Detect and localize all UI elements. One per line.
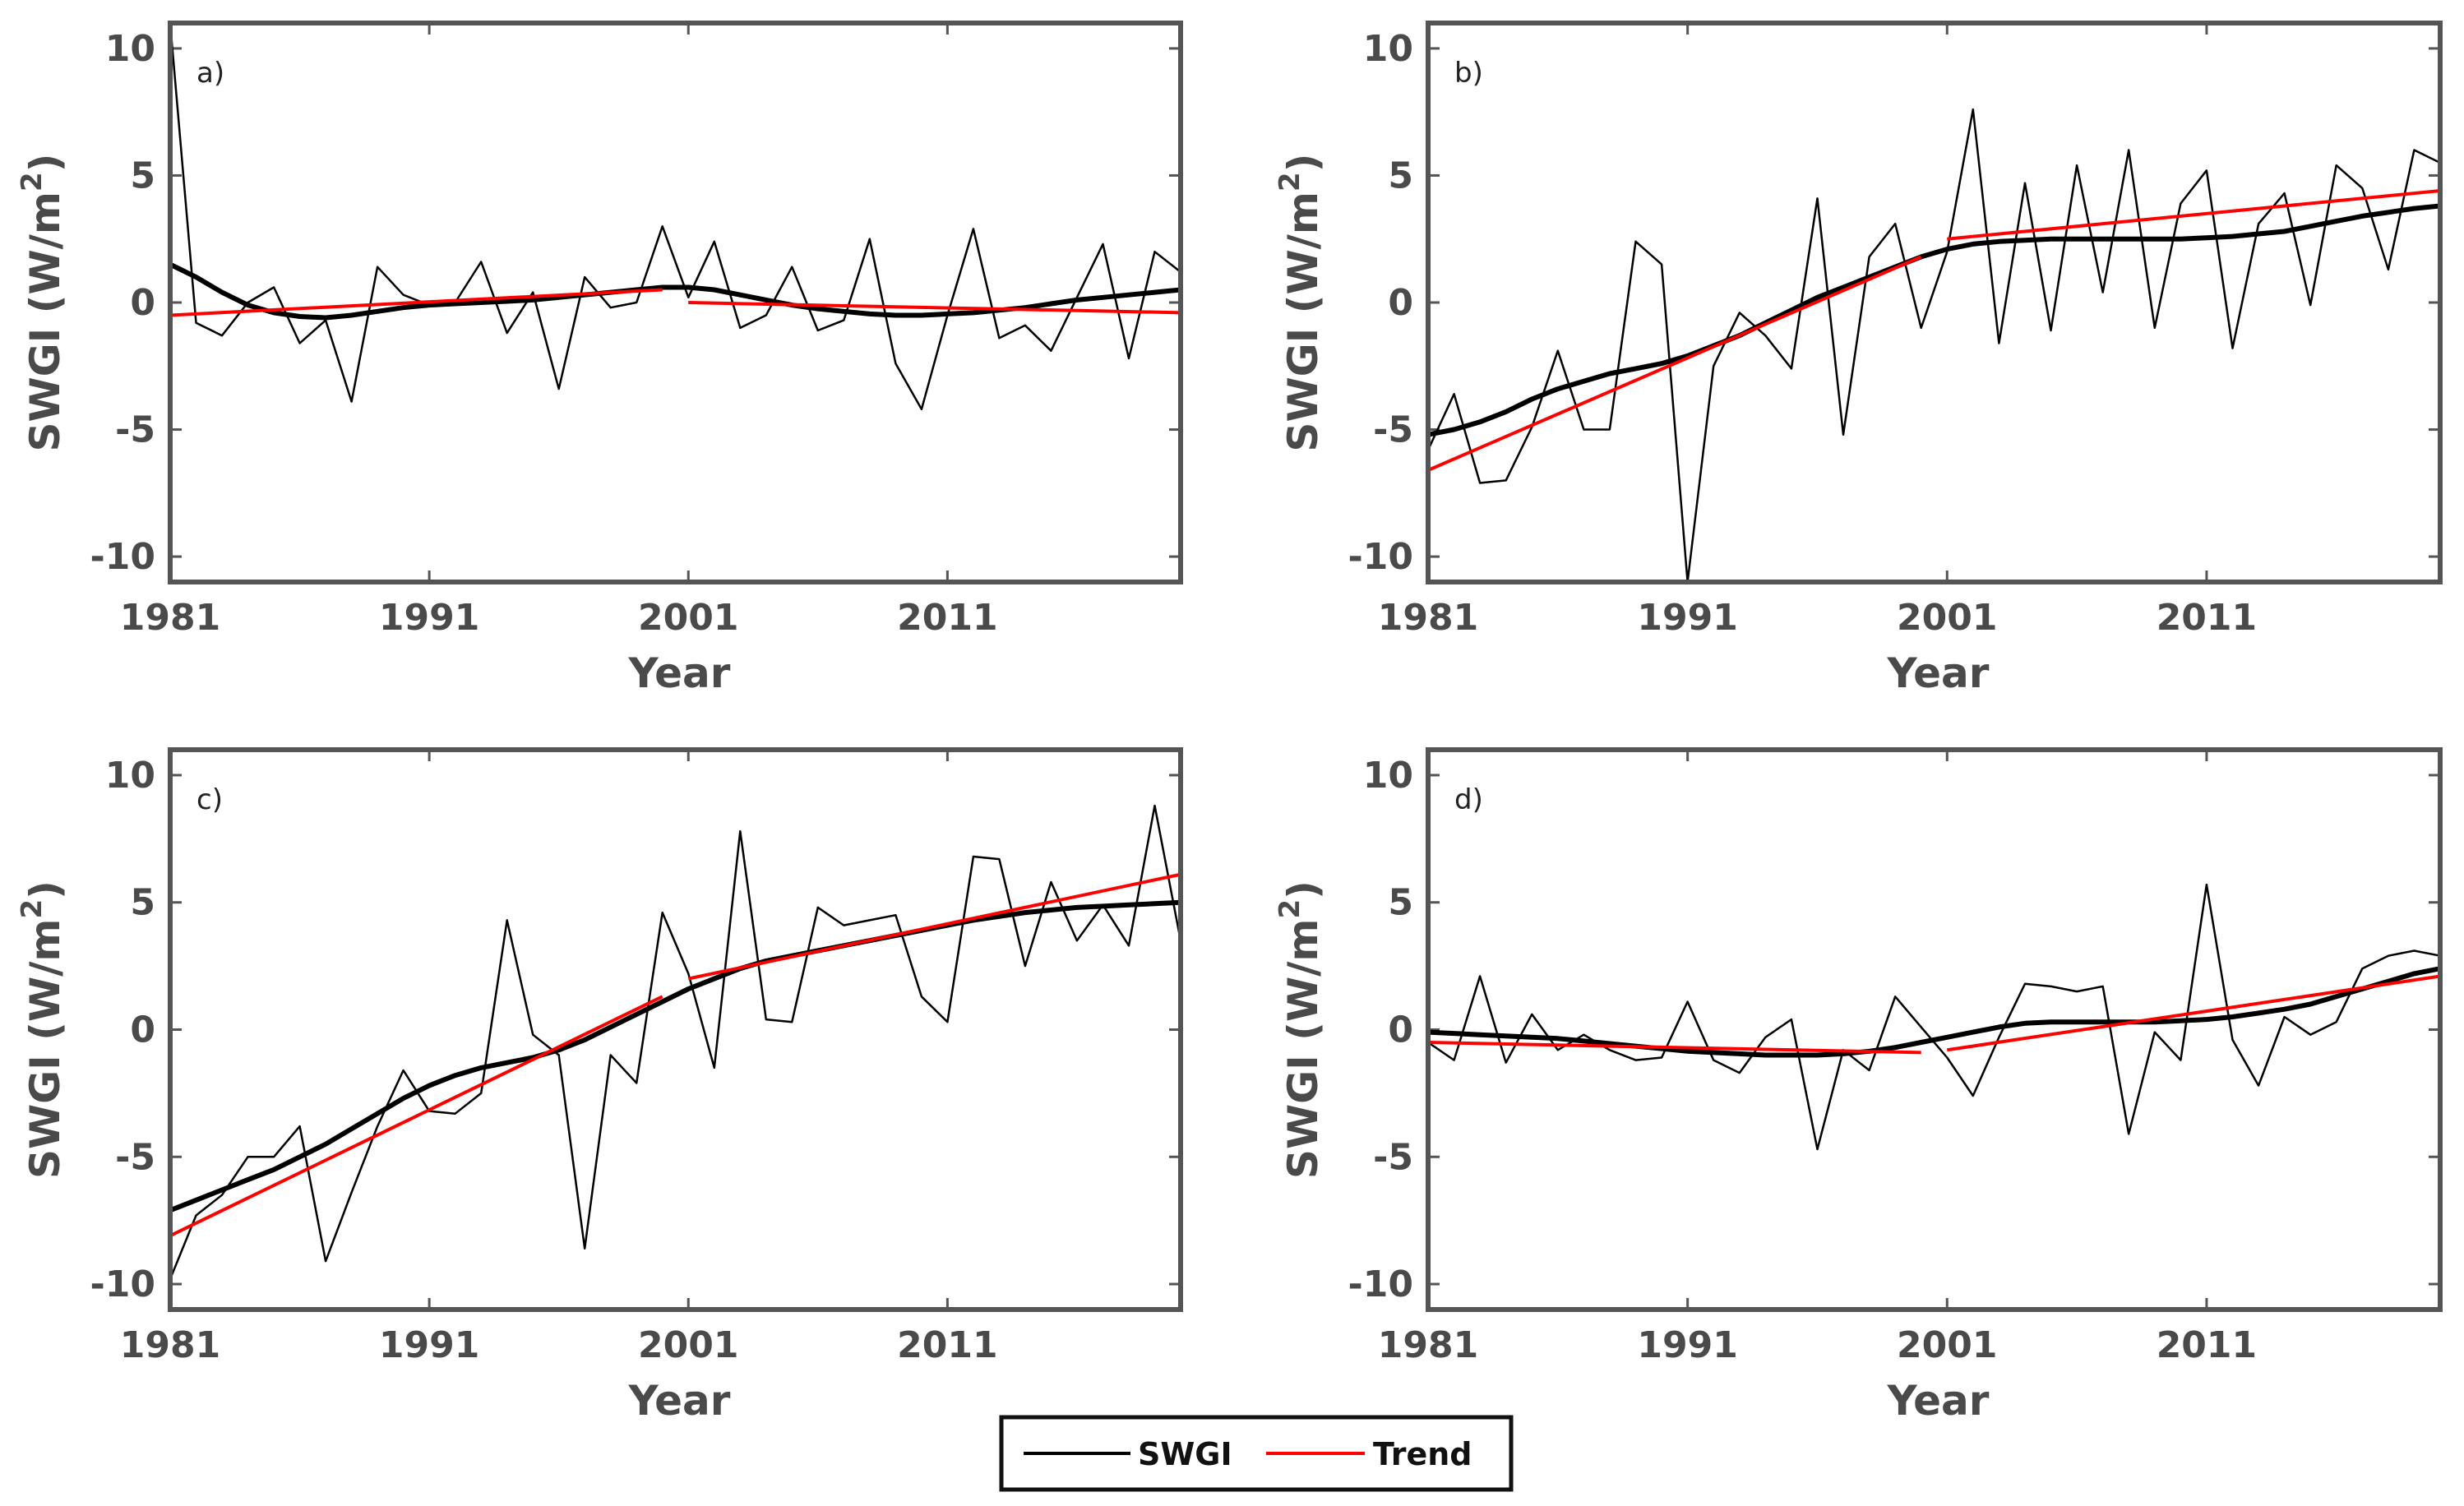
- x-tick-label: 1991: [379, 1324, 479, 1366]
- x-tick-label: 1991: [1637, 1324, 1737, 1366]
- y-tick-label: -5: [115, 1136, 155, 1178]
- swgi-line: [1428, 108, 2440, 582]
- legend-swgi-label: SWGI: [1138, 1436, 1232, 1472]
- swgi-line: [170, 804, 1181, 1281]
- swgi-smoothed-line: [1428, 203, 2440, 437]
- y-tick-label: -5: [1373, 409, 1413, 451]
- y-axis-title: SWGI (W/m2): [1274, 880, 1327, 1179]
- panel-label: d): [1454, 783, 1483, 816]
- series-group: [1428, 108, 2440, 582]
- panel-a: 1981 1991 2001 2011 10 5 0 -5 -10 a) Year SWGI (W/m…: [16, 21, 1183, 697]
- swgi-smoothed-line: [170, 899, 1181, 1213]
- x-tick-label: 1991: [379, 597, 479, 639]
- swgi-line: [170, 23, 1181, 411]
- trend-line: [1428, 1040, 1921, 1055]
- panels-group: 1981 1991 2001 2011 10 5 0 -5 -10 a) Year SWGI (W/m…: [16, 21, 2443, 1425]
- y-tick-label: 10: [105, 28, 155, 70]
- panel-label: c): [196, 783, 223, 816]
- trend-line: [687, 872, 1181, 981]
- x-tick-label: 1991: [1637, 597, 1737, 639]
- series-group: [170, 804, 1181, 1281]
- panel-b: 1981 1991 2001 2011 10 5 0 -5 -10 b) Year SWGI (W/m…: [1274, 21, 2443, 697]
- panel-d: 1981 1991 2001 2011 10 5 0 -5 -10 d) Year SWGI (W/m…: [1274, 747, 2443, 1425]
- trend-line: [688, 301, 1181, 315]
- y-tick-label: -10: [1348, 1263, 1414, 1305]
- y-tick-label: 10: [1363, 755, 1413, 797]
- x-tick-label: 2011: [897, 597, 997, 639]
- x-axis-title: Year: [1887, 1377, 1990, 1425]
- y-tick-label: -10: [1348, 536, 1414, 578]
- trend-line: [170, 288, 663, 317]
- x-tick-label: 2011: [2157, 1324, 2257, 1366]
- y-tick-label: 5: [1388, 882, 1413, 924]
- series-group: [1428, 883, 2440, 1151]
- x-tick-label: 2011: [897, 1324, 997, 1366]
- legend-trend-label: Trend: [1373, 1436, 1472, 1472]
- series-group: [170, 23, 1181, 411]
- x-tick-label: 1981: [120, 1324, 220, 1366]
- x-tick-label: 2001: [638, 597, 738, 639]
- x-tick-label: 2001: [1897, 597, 1997, 639]
- x-axis-title: Year: [1887, 649, 1990, 697]
- y-tick-label: 10: [1363, 28, 1413, 70]
- trend-line: [1946, 974, 2440, 1052]
- x-axis-title: Year: [628, 1377, 731, 1425]
- y-tick-label: 0: [130, 1009, 155, 1051]
- x-axis-title: Year: [628, 649, 731, 697]
- plot-frame: [1426, 747, 2443, 1312]
- trend-line: [1428, 255, 1922, 472]
- y-axis-title: SWGI (W/m2): [16, 880, 69, 1179]
- y-tick-label: 0: [130, 282, 155, 324]
- x-tick-label: 2011: [2157, 597, 2257, 639]
- x-tick-label: 1981: [1378, 597, 1478, 639]
- y-tick-label: -10: [90, 1263, 156, 1305]
- trend-line: [1947, 189, 2440, 241]
- legend: SWGI Trend: [999, 1415, 1514, 1492]
- y-tick-label: 10: [105, 755, 155, 797]
- y-tick-label: 5: [130, 155, 155, 196]
- swgi-line: [1428, 883, 2440, 1151]
- panel-c: 1981 1991 2001 2011 10 5 0 -5 -10 c) Year SWGI (W/m…: [16, 747, 1183, 1425]
- y-axis-title: SWGI (W/m2): [16, 153, 69, 451]
- x-tick-label: 1981: [1378, 1324, 1478, 1366]
- x-tick-label: 2001: [1897, 1324, 1997, 1366]
- y-tick-label: -5: [115, 409, 155, 451]
- y-axis-title: SWGI (W/m2): [1274, 153, 1327, 451]
- y-tick-label: 5: [130, 882, 155, 924]
- x-tick-label: 2001: [638, 1324, 738, 1366]
- y-tick-label: 5: [1388, 155, 1413, 196]
- plot-frame: [168, 21, 1183, 584]
- x-tick-label: 1981: [120, 597, 220, 639]
- y-tick-label: 0: [1388, 282, 1413, 324]
- plot-frame: [1426, 21, 2443, 584]
- y-tick-label: -10: [90, 536, 156, 578]
- panel-label: a): [196, 57, 224, 90]
- y-tick-label: 0: [1388, 1009, 1413, 1051]
- panel-label: b): [1454, 57, 1483, 90]
- plot-frame: [168, 747, 1183, 1312]
- y-tick-label: -5: [1373, 1136, 1413, 1178]
- swgi-smoothed-line: [1428, 966, 2440, 1058]
- trend-line: [170, 995, 663, 1238]
